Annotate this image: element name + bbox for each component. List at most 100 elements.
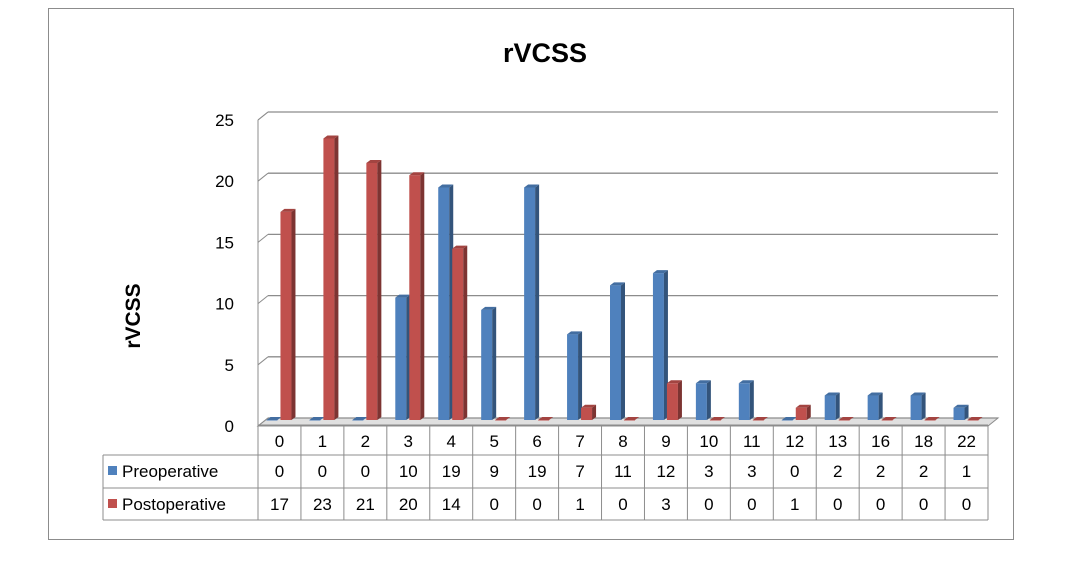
table-cell: 0 (318, 462, 327, 481)
bar-front (409, 175, 421, 420)
bar-preoperative-2 (352, 417, 368, 421)
bar-front (824, 395, 836, 420)
x-tick-label: 1 (318, 432, 327, 451)
bar-top (610, 282, 625, 286)
bar-front (266, 420, 278, 421)
bar-preoperative-3 (395, 294, 411, 420)
bar-side (592, 404, 597, 420)
table-cell: 3 (661, 495, 670, 514)
bar-side (578, 331, 583, 420)
gridline-side (257, 295, 269, 304)
bar-preoperative-12 (781, 417, 797, 421)
bar-top (280, 208, 296, 212)
bar-preoperative-1 (309, 417, 325, 421)
bar-front (867, 395, 879, 420)
bar-preoperative-8 (610, 282, 625, 420)
bar-postoperative-22 (967, 417, 983, 421)
legend-swatch (108, 466, 117, 475)
bar-front (481, 309, 493, 420)
bar-front (538, 420, 550, 421)
bar-side (749, 380, 754, 420)
bar-postoperative-4 (452, 245, 468, 420)
bar-postoperative-5 (495, 417, 511, 421)
bar-side (964, 404, 969, 420)
x-tick-label: 8 (618, 432, 627, 451)
bar-front (967, 420, 979, 421)
bar-side (377, 159, 382, 420)
bar-top (752, 417, 768, 420)
table-cell: 14 (442, 495, 461, 514)
table-cell: 9 (489, 462, 498, 481)
table-cell: 23 (313, 495, 332, 514)
bar-postoperative-11 (752, 417, 768, 421)
bar-postoperative-6 (538, 417, 554, 421)
bar-front (452, 248, 464, 420)
bar-preoperative-7 (567, 331, 583, 420)
bar-front (953, 407, 965, 420)
table-cell: 12 (656, 462, 675, 481)
x-tick-label: 22 (957, 432, 976, 451)
table-cell: 0 (489, 495, 498, 514)
bar-front (738, 383, 750, 420)
bar-postoperative-7 (581, 404, 597, 420)
bar-top (495, 417, 511, 420)
legend-swatch (108, 499, 117, 508)
bar-front (323, 138, 335, 421)
bar-front (781, 420, 793, 421)
bar-top (924, 417, 940, 420)
table-cell: 3 (747, 462, 756, 481)
y-tick-label: 20 (215, 172, 234, 191)
bar-postoperative-12 (795, 404, 811, 420)
table-cell: 19 (442, 462, 461, 481)
y-tick-label: 15 (215, 233, 234, 252)
x-tick-label: 7 (575, 432, 584, 451)
table-cell: 0 (275, 462, 284, 481)
bar-front (567, 334, 579, 420)
bar-postoperative-18 (924, 417, 940, 421)
x-tick-label: 12 (785, 432, 804, 451)
bar-postoperative-10 (709, 417, 725, 421)
bar-front (309, 420, 321, 421)
x-tick-label: 0 (275, 432, 284, 451)
bar-postoperative-2 (366, 159, 382, 420)
bar-front (524, 187, 536, 420)
bar-top (366, 159, 382, 163)
bar-front (924, 420, 936, 421)
bar-top (266, 417, 282, 420)
bar-top (881, 417, 897, 420)
x-tick-label: 9 (661, 432, 670, 451)
bar-preoperative-22 (953, 404, 969, 420)
bar-side (492, 306, 497, 420)
bar-front (395, 297, 407, 420)
x-tick-label: 13 (828, 432, 847, 451)
bar-top (666, 380, 682, 384)
y-axis-label: rVCSS (122, 283, 145, 348)
bar-preoperative-18 (910, 392, 926, 420)
bar-front (352, 420, 364, 421)
table-cell: 0 (747, 495, 756, 514)
bar-side (334, 135, 339, 421)
bar-front (438, 187, 450, 420)
table-cell: 7 (575, 462, 584, 481)
bar-preoperative-10 (695, 380, 711, 420)
bar-top (309, 417, 325, 420)
bar-side (463, 245, 468, 420)
chart-title: rVCSS (503, 38, 587, 68)
table-cell: 0 (876, 495, 885, 514)
bar-front (709, 420, 721, 421)
bar-top (452, 245, 468, 249)
y-tick-label: 0 (225, 417, 234, 436)
bar-top (481, 306, 497, 310)
chart-frame (48, 8, 1014, 540)
bar-side (835, 392, 840, 420)
bar-front (366, 162, 378, 420)
bar-preoperative-9 (652, 270, 668, 420)
bar-side (663, 270, 668, 420)
y-tick-label: 5 (225, 356, 234, 375)
bar-side (291, 208, 296, 420)
table-cell: 17 (270, 495, 289, 514)
legend-label: Preoperative (122, 462, 218, 481)
bar-preoperative-4 (438, 184, 454, 420)
bar-top (652, 270, 668, 274)
